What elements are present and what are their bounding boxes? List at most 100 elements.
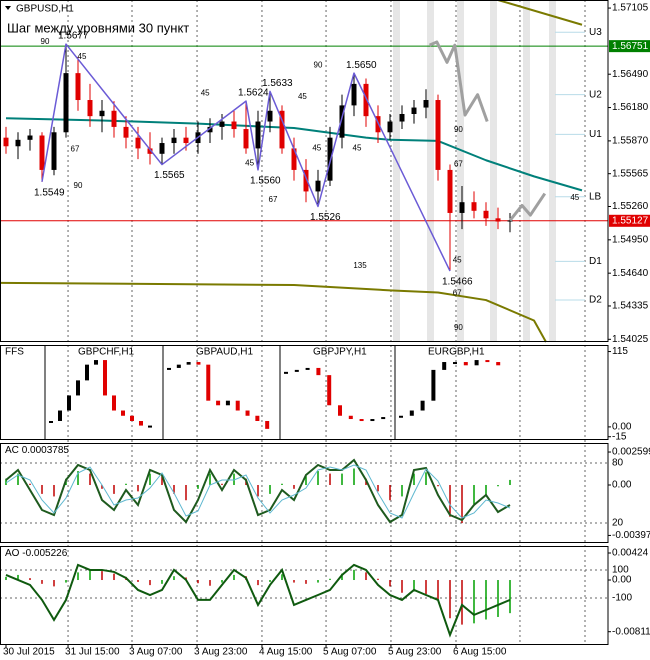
session-band <box>457 0 464 342</box>
candle-body <box>351 83 357 106</box>
angle-label: 45 <box>78 52 87 61</box>
x-tick-label: 6 Aug 15:00 <box>453 647 507 658</box>
indicator-value: -0.005226 <box>22 548 67 559</box>
zigzag-label: 1.5466 <box>442 277 473 288</box>
price-label: 1.56751 <box>612 41 649 52</box>
angle-label: 45 <box>353 144 362 153</box>
x-tick-label: 3 Aug 23:00 <box>194 647 248 658</box>
mini-candle <box>284 371 288 374</box>
level-label: D2 <box>589 295 602 306</box>
angle-label: 67 <box>454 160 463 169</box>
mini-candle <box>148 425 152 428</box>
mini-candle <box>130 415 134 421</box>
panel-title: AO -0.005226 <box>5 548 68 559</box>
mini-candle <box>206 364 211 401</box>
mini-title: EURGBP,H1 <box>428 347 485 358</box>
oscillator-line <box>5 464 511 519</box>
candle-body <box>399 114 405 122</box>
mini-title: GBPJPY,H1 <box>313 347 367 358</box>
session-band <box>393 0 400 342</box>
price-label-bg <box>609 40 650 53</box>
candle-body <box>231 121 237 130</box>
mini-candle <box>370 419 375 422</box>
mini-candle <box>139 421 143 426</box>
panel-frame <box>0 345 609 440</box>
candle-body <box>303 169 309 192</box>
candle-body <box>99 110 105 117</box>
y-tick-label: 0.00 <box>612 480 632 491</box>
session-band <box>523 0 530 342</box>
y-tick-label: 0.002599 <box>612 447 650 458</box>
channel-line <box>0 281 547 343</box>
y2-tick-label: 20 <box>612 518 624 529</box>
mini-candle <box>196 362 201 365</box>
candle-body <box>3 137 9 147</box>
mini-candle <box>225 400 230 406</box>
candle-body <box>87 100 93 117</box>
mini-candle <box>294 369 299 372</box>
level-label: LB <box>589 191 602 202</box>
panel-frame <box>0 443 609 543</box>
level-label: U1 <box>589 129 602 140</box>
candle-body <box>39 135 45 170</box>
x-tick-label: 3 Aug 07:00 <box>129 647 183 658</box>
angle-label: 67 <box>453 289 462 298</box>
mini-candle <box>255 415 260 421</box>
price-label-bg <box>609 214 650 227</box>
mini-title: GBPAUD,H1 <box>196 347 253 358</box>
mini-candle <box>338 405 342 416</box>
mini-candle <box>381 417 386 420</box>
price-label: 1.55127 <box>612 215 649 226</box>
candle-body <box>435 100 441 170</box>
mini-candle <box>167 367 171 370</box>
background-layer <box>0 0 608 645</box>
panel-title: AC 0.0003785 <box>5 445 69 456</box>
oscillator-line <box>5 458 511 524</box>
candle-body <box>75 73 81 101</box>
angle-label: 90 <box>314 61 323 70</box>
angle-label: 90 <box>454 125 463 134</box>
chart-title: GBPUSD,H1 <box>16 4 74 15</box>
candle-body <box>267 110 273 122</box>
indicator-name: AO <box>5 548 20 559</box>
angle-label: 135 <box>353 261 367 270</box>
x-tick-label: 30 Jul 2015 <box>3 647 55 658</box>
candle-body <box>123 126 129 138</box>
mini-candle <box>305 367 310 370</box>
angle-label: 67 <box>71 145 80 154</box>
zigzag-label: 1.5560 <box>250 176 281 187</box>
x-tick-label: 4 Aug 15:00 <box>259 647 313 658</box>
mini-candle <box>121 410 125 416</box>
panel-frame <box>0 546 609 645</box>
mini-candle <box>112 395 116 411</box>
candle-body <box>279 110 285 149</box>
mini-candle <box>176 364 181 368</box>
candle-body <box>15 139 21 147</box>
mini-candle <box>235 400 240 411</box>
mini-candle <box>442 362 447 370</box>
zigzag-label: 1.5650 <box>346 60 377 71</box>
y-tick-label: 0.00 <box>612 575 632 586</box>
mini-title: GBPCHF,H1 <box>78 347 135 358</box>
mini-candle <box>245 410 250 416</box>
angle-label: 45 <box>298 92 307 101</box>
candle-body <box>507 220 513 222</box>
mini-candle <box>216 400 221 406</box>
zigzag-label: 1.5565 <box>154 170 185 181</box>
angle-label: 90 <box>74 181 83 190</box>
x-tick-label: 5 Aug 23:00 <box>388 647 442 658</box>
candle-body <box>339 105 345 138</box>
zigzag-label: 1.5677 <box>58 31 89 42</box>
level-label: D1 <box>589 256 602 267</box>
angle-label: 45 <box>201 89 210 98</box>
mini-candle <box>409 410 414 416</box>
oscillator-line <box>5 563 511 638</box>
candle-body <box>147 148 153 154</box>
y-tick-label: 0.00 <box>612 422 632 433</box>
menu-triangle <box>5 6 11 10</box>
y-tick-label: 1.57105 <box>612 3 649 14</box>
y-tick-label: 115 <box>612 346 628 357</box>
level-label: U2 <box>589 89 602 100</box>
